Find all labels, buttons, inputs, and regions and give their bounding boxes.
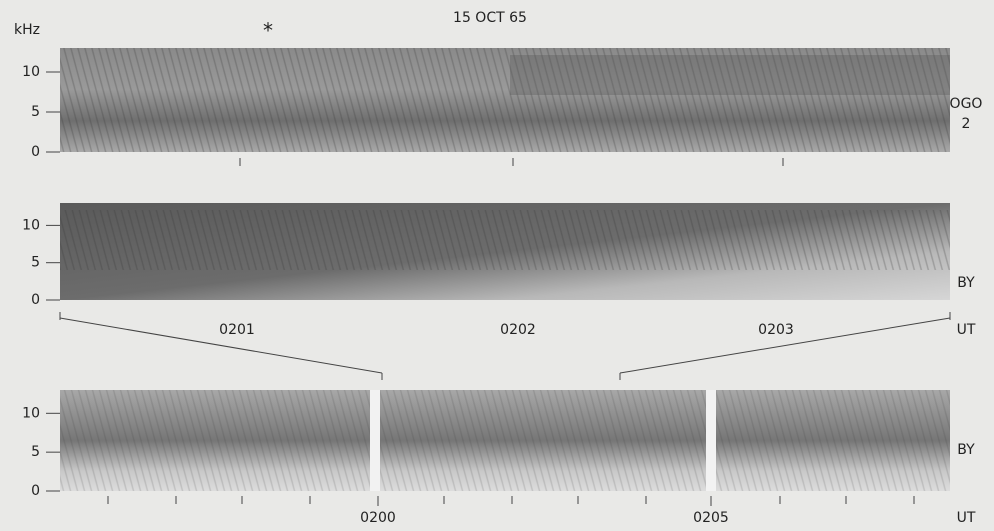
spectrogram-2 bbox=[60, 203, 950, 300]
marker: * bbox=[263, 19, 273, 43]
x-tick-label: 0205 bbox=[693, 510, 729, 526]
y-tick-label: 0 bbox=[31, 483, 40, 499]
x-tick-label: 0203 bbox=[758, 322, 794, 338]
panel-label: BY bbox=[957, 275, 975, 291]
spectrogram-3 bbox=[60, 390, 950, 491]
x-tick-label: 0200 bbox=[360, 510, 396, 526]
spectrogram-1 bbox=[60, 48, 950, 152]
x-tick-label: 0202 bbox=[500, 322, 536, 338]
y-tick-label: 5 bbox=[31, 255, 40, 271]
y-tick-label: 10 bbox=[22, 64, 40, 80]
zoom-lines bbox=[59, 312, 951, 380]
panel-label: 2 bbox=[962, 116, 971, 132]
y-tick-label: 5 bbox=[31, 104, 40, 120]
title: 15 OCT 65 bbox=[453, 10, 527, 26]
axis-label: UT bbox=[957, 322, 976, 338]
y-tick-label: 0 bbox=[31, 292, 40, 308]
y-tick-label: 5 bbox=[31, 444, 40, 460]
axis-label: UT bbox=[957, 510, 976, 526]
panel-label: OGO bbox=[950, 96, 983, 112]
y-tick-label: 10 bbox=[22, 217, 40, 233]
y-tick-label: 10 bbox=[22, 405, 40, 421]
panel-label: BY bbox=[957, 442, 975, 458]
x-tick-label: 0201 bbox=[219, 322, 255, 338]
y-tick-label: 0 bbox=[31, 144, 40, 160]
unit-label: kHz bbox=[14, 22, 40, 38]
time-ticks bbox=[107, 158, 915, 506]
